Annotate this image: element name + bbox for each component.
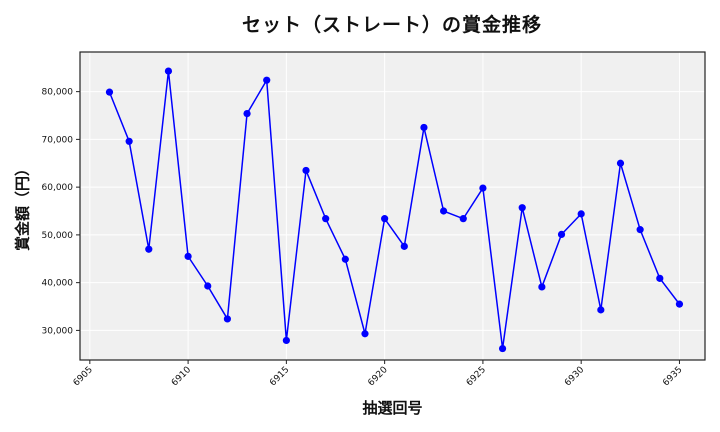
data-series <box>105 67 684 353</box>
data-point-marker <box>105 88 114 96</box>
data-point-marker <box>538 283 546 291</box>
data-point-marker <box>636 226 644 234</box>
x-tick-label: 6915 <box>268 365 291 388</box>
data-point-marker <box>282 336 290 345</box>
axes-background <box>80 52 705 360</box>
data-point-marker <box>557 230 566 239</box>
axes-frame <box>79 51 706 361</box>
data-point-marker <box>125 137 133 145</box>
data-point-marker <box>577 210 585 218</box>
y-tick-label: 50,000 <box>42 231 74 241</box>
data-point-marker <box>223 315 232 323</box>
data-point-marker <box>479 184 487 192</box>
data-point-marker <box>341 255 349 263</box>
data-point-marker <box>184 252 192 260</box>
y-tick-label: 30,000 <box>42 326 74 336</box>
data-point-marker <box>361 330 369 338</box>
data-point-marker <box>420 123 428 132</box>
data-point-marker <box>204 282 212 290</box>
x-axis-label: 抽選回号 <box>362 399 423 417</box>
y-axis-label: 賞金額（円） <box>13 160 32 252</box>
data-point-marker <box>400 242 408 250</box>
grid-lines <box>80 52 705 360</box>
data-point-marker <box>381 215 389 223</box>
data-point-marker <box>459 215 467 223</box>
y-tick-label: 70,000 <box>42 135 74 145</box>
data-point-marker <box>675 300 684 308</box>
y-tick-label: 80,000 <box>42 88 74 98</box>
chart-title: セット（ストレート）の賞金推移 <box>241 14 542 36</box>
x-tick-label: 6930 <box>563 365 586 388</box>
data-point-marker <box>263 76 271 84</box>
data-point-marker <box>616 159 625 167</box>
x-tick-label: 6935 <box>661 365 684 388</box>
x-axis-ticks: 6905 6910 6915 6920 6925 6930 6935 <box>72 360 685 388</box>
data-point-marker <box>597 306 605 314</box>
data-point-marker <box>322 215 330 223</box>
data-point-marker <box>440 207 448 215</box>
y-axis-ticks: 30,000 40,000 50,000 60,000 70,000 80,000 <box>42 88 80 336</box>
data-point-marker <box>656 274 664 282</box>
y-tick-label: 60,000 <box>42 183 74 193</box>
data-point-marker <box>145 245 153 253</box>
series-line <box>108 70 681 350</box>
data-point-marker <box>164 67 173 75</box>
data-point-marker <box>518 204 526 212</box>
data-point-marker <box>302 166 310 175</box>
data-point-marker <box>243 110 251 118</box>
data-point-marker <box>498 344 507 353</box>
x-tick-label: 6925 <box>465 365 488 388</box>
x-tick-label: 6905 <box>72 365 95 388</box>
x-tick-label: 6910 <box>170 365 193 388</box>
x-tick-label: 6920 <box>366 365 389 388</box>
y-tick-label: 40,000 <box>42 279 74 289</box>
